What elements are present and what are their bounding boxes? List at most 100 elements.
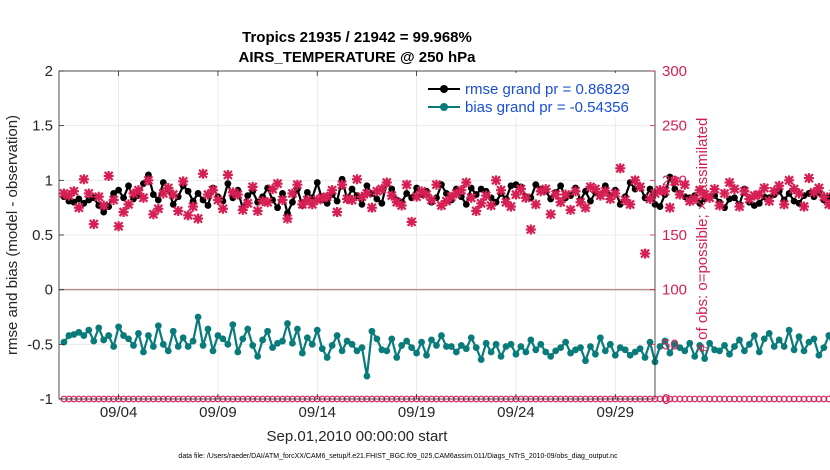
bias-point [169, 327, 177, 335]
bias-point [423, 351, 430, 359]
bias-point [239, 335, 247, 343]
rmse-point [75, 195, 83, 203]
rmse-point [457, 193, 465, 201]
bias-point [80, 332, 88, 339]
assimilated-obs-marker [227, 187, 238, 198]
bias-point [815, 351, 823, 359]
assimilated-obs-marker [769, 186, 780, 197]
assimilated-obs-marker [481, 190, 492, 201]
bias-point [741, 347, 748, 355]
possible-obs-marker [800, 395, 808, 403]
bias-point [567, 349, 574, 357]
chart-title-line2: AIRS_TEMPERATURE @ 250 hPa [239, 49, 477, 66]
assimilated-obs-marker [784, 175, 795, 186]
bias-point [532, 346, 540, 354]
bias-point [661, 337, 669, 345]
rmse-point [313, 179, 321, 186]
assimilated-obs-marker [620, 195, 631, 206]
bias-point [75, 328, 83, 336]
bias-point [125, 335, 132, 343]
bias-point [333, 332, 341, 339]
assimilated-obs-marker [774, 180, 785, 191]
assimilated-obs-marker [302, 195, 313, 206]
assimilated-obs-marker [585, 181, 596, 192]
assimilated-obs-marker [664, 202, 675, 213]
assimilated-obs-marker [640, 248, 651, 259]
bias-point [457, 342, 465, 349]
bias-point [358, 344, 366, 352]
bias-point [105, 332, 113, 339]
assimilated-obs-marker [501, 197, 511, 208]
assimilated-obs-marker [312, 195, 323, 206]
bias-point [497, 352, 505, 360]
assimilated-obs-marker [645, 193, 656, 204]
assimilated-obs-marker [808, 187, 819, 198]
rmse-point [279, 190, 286, 197]
bias-point [398, 342, 406, 349]
assimilated-obs-marker [123, 199, 134, 210]
bias-point [726, 350, 733, 358]
assimilated-obs-marker [277, 195, 288, 206]
assimilated-obs-marker [207, 185, 218, 196]
assimilated-obs-marker [625, 199, 636, 210]
assimilated-obs-marker [237, 204, 248, 215]
bias-point [254, 352, 262, 360]
assimilated-obs-marker [471, 205, 482, 216]
assimilated-obs-marker [366, 202, 377, 213]
bias-point [428, 336, 435, 344]
assimilated-obs-marker [63, 190, 74, 201]
assimilated-obs-marker [734, 201, 745, 212]
bias-point [110, 343, 118, 350]
assimilated-obs-marker [823, 199, 830, 210]
bias-point [696, 342, 704, 349]
assimilated-obs-marker [803, 173, 814, 184]
rmse-point [472, 191, 480, 198]
assimilated-obs-marker [764, 196, 775, 207]
assimilated-obs-marker [794, 188, 805, 199]
assimilated-obs-marker [510, 189, 521, 200]
possible-obs-marker [750, 395, 758, 403]
bias-point [204, 325, 212, 333]
bias-point [671, 340, 679, 348]
rmse-point [145, 171, 152, 179]
possible-obs-marker [696, 395, 704, 403]
rmse-point [189, 197, 197, 205]
bias-point [115, 323, 122, 331]
bias-point [343, 337, 351, 345]
assimilated-obs-marker [168, 189, 179, 200]
assimilated-obs-marker [759, 182, 770, 193]
rmse-point [656, 203, 664, 210]
bias-point [140, 348, 147, 356]
bias-point [303, 334, 311, 342]
assimilated-obs-marker [128, 188, 139, 199]
bias-point [467, 334, 475, 342]
bias-point [244, 325, 252, 333]
possible-obs-marker [760, 395, 768, 403]
y-left-tick-label: 2 [45, 63, 53, 80]
bias-point [348, 340, 356, 348]
possible-obs-marker [691, 395, 699, 403]
possible-obs-marker [795, 395, 803, 403]
bias-point [368, 327, 376, 335]
assimilated-obs-marker [600, 186, 611, 197]
assimilated-obs-marker [58, 188, 69, 199]
rmse-point [378, 199, 386, 207]
bias-point [631, 348, 639, 356]
assimilated-obs-marker [630, 175, 641, 186]
assimilated-obs-marker [391, 197, 402, 208]
bias-point [587, 343, 594, 350]
rmse-point [731, 194, 738, 202]
assimilated-obs-marker [530, 199, 541, 210]
bias-point [318, 345, 326, 353]
assimilated-obs-marker [307, 199, 318, 210]
assimilated-obs-marker [247, 181, 258, 192]
bias-point [750, 332, 758, 339]
rmse-point [149, 191, 157, 198]
assimilated-obs-marker [799, 201, 809, 212]
bias-point [194, 313, 202, 321]
bias-point [706, 339, 714, 347]
rmse-point [557, 182, 565, 190]
y-left-tick-label: -1 [40, 391, 53, 408]
assimilated-obs-marker [98, 200, 109, 211]
assimilated-obs-marker [545, 209, 556, 220]
